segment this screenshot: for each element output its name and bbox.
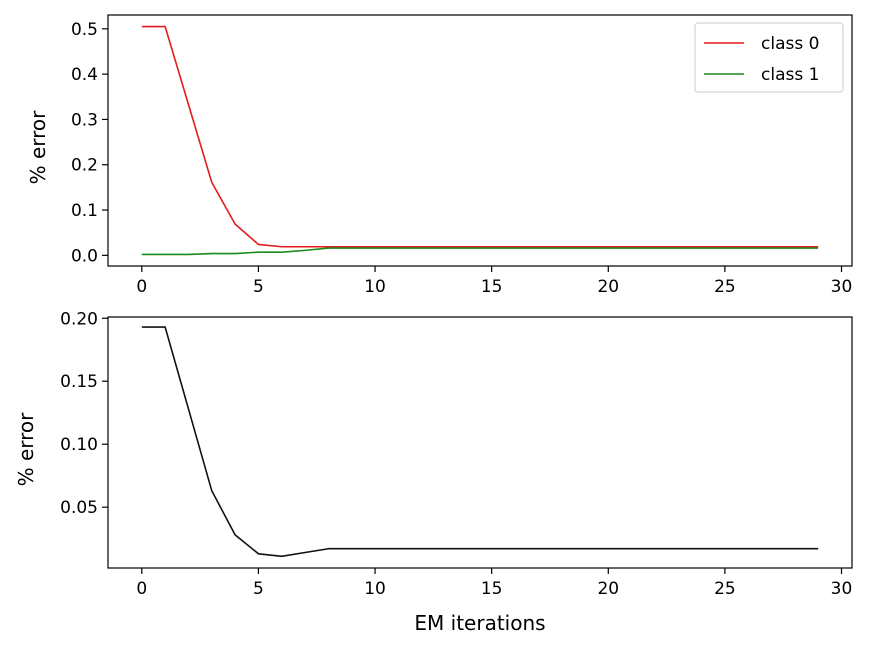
panel-1-x-tick-label: 10	[364, 277, 386, 297]
panel-1-x-tick-label: 5	[253, 277, 264, 297]
panel-1-y-tick-label: 0.5	[71, 20, 98, 40]
panel-1-x-tick-label: 20	[597, 277, 619, 297]
panel-1-legend-label: class 1	[761, 65, 819, 85]
panel-2-y-axis-label: % error	[14, 412, 38, 487]
panel-1-x-tick-label: 0	[136, 277, 147, 297]
panel-1-y-tick-label: 0.0	[71, 246, 98, 266]
panel-2-y-tick-label: 0.10	[60, 435, 98, 455]
panel-1-x-tick-label: 15	[481, 277, 503, 297]
panel-2-x-axis-label: EM iterations	[414, 611, 545, 635]
panel-1-y-tick-label: 0.3	[71, 110, 98, 130]
panel-2-x-tick-label: 25	[714, 579, 736, 599]
panel-2-axes-frame	[107, 316, 853, 569]
panel-1-series-class-1-line	[141, 247, 819, 256]
panel-2-series-error-line	[141, 326, 819, 558]
panel-1-series-class-0-line	[141, 25, 819, 248]
panel-1-legend-label: class 0	[761, 34, 819, 54]
panel-1-x-tick-label: 30	[831, 277, 853, 297]
panel-2-y-tick-label: 0.05	[60, 498, 98, 518]
panel-1-y-tick-label: 0.1	[71, 201, 98, 221]
panel-2-x-tick-label: 0	[136, 579, 147, 599]
panel-2-x-tick-label: 20	[597, 579, 619, 599]
panel-1-y-axis-label: % error	[26, 110, 50, 185]
panel-1-y-tick-label: 0.4	[71, 65, 98, 85]
panel-2-x-tick-label: 5	[253, 579, 264, 599]
panel-2-y-tick-label: 0.20	[60, 309, 98, 329]
panel-1-axes-frame	[107, 14, 853, 267]
panel-2-x-tick-label: 15	[481, 579, 503, 599]
panel-1-y-tick-label: 0.2	[71, 156, 98, 176]
panel-1-x-tick-label: 25	[714, 277, 736, 297]
panel-2-x-tick-label: 10	[364, 579, 386, 599]
panel-2-x-tick-label: 30	[831, 579, 853, 599]
panel-2-y-tick-label: 0.15	[60, 372, 98, 392]
